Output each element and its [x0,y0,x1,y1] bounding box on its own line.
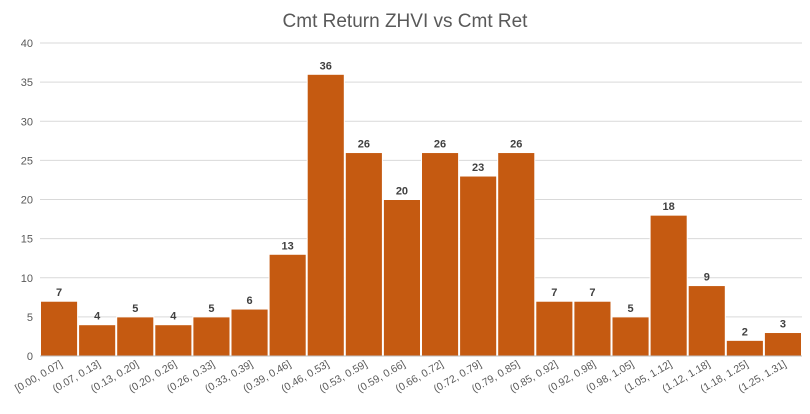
bar [306,73,345,357]
y-tick-label: 40 [21,38,33,50]
bar [230,308,269,357]
y-tick-label: 25 [21,155,33,167]
y-tick-label: 10 [21,273,33,285]
data-label: 6 [246,295,252,307]
bar [268,253,307,357]
x-axis-ticks: [0.00, 0.07](0.07, 0.13](0.13, 0.20](0.2… [13,358,788,395]
y-tick-label: 15 [21,234,33,246]
data-label: 4 [170,311,177,323]
bars [40,73,803,357]
y-tick-label: 35 [21,77,33,89]
data-label: 26 [434,139,446,151]
bar [116,316,155,357]
bar [573,300,612,357]
y-axis-ticks: 0 5 10 15 20 25 30 35 40 [21,38,33,363]
y-tick-label: 0 [27,351,33,363]
data-label: 9 [704,272,710,284]
bar [535,300,574,357]
data-label: 7 [56,287,62,299]
chart-title: Cmt Return ZHVI vs Cmt Ret [283,11,529,32]
data-label: 2 [742,326,748,338]
bar [459,175,498,357]
bar [611,316,650,357]
y-tick-label: 30 [21,116,33,128]
data-label: 7 [589,287,595,299]
data-label: 36 [320,60,332,72]
data-label: 23 [472,162,484,174]
bar [687,285,726,357]
data-label: 3 [780,319,786,331]
y-tick-label: 5 [27,312,33,324]
data-label: 20 [396,186,408,198]
data-label: 5 [132,303,138,315]
bar [421,152,460,357]
data-label: 5 [627,303,633,315]
bar [154,324,193,357]
data-label: 26 [510,139,522,151]
data-label: 5 [208,303,214,315]
data-label: 4 [94,311,101,323]
bar [382,199,421,357]
data-label: 7 [551,287,557,299]
data-label: 13 [282,240,294,252]
bar [40,300,79,357]
data-label: 26 [358,139,370,151]
bar [192,316,231,357]
bar [78,324,117,357]
bar [725,339,764,357]
bar [763,332,803,357]
bar [344,152,383,357]
bar [649,214,688,357]
data-label: 18 [663,201,675,213]
bar [497,152,536,357]
y-tick-label: 20 [21,195,33,207]
